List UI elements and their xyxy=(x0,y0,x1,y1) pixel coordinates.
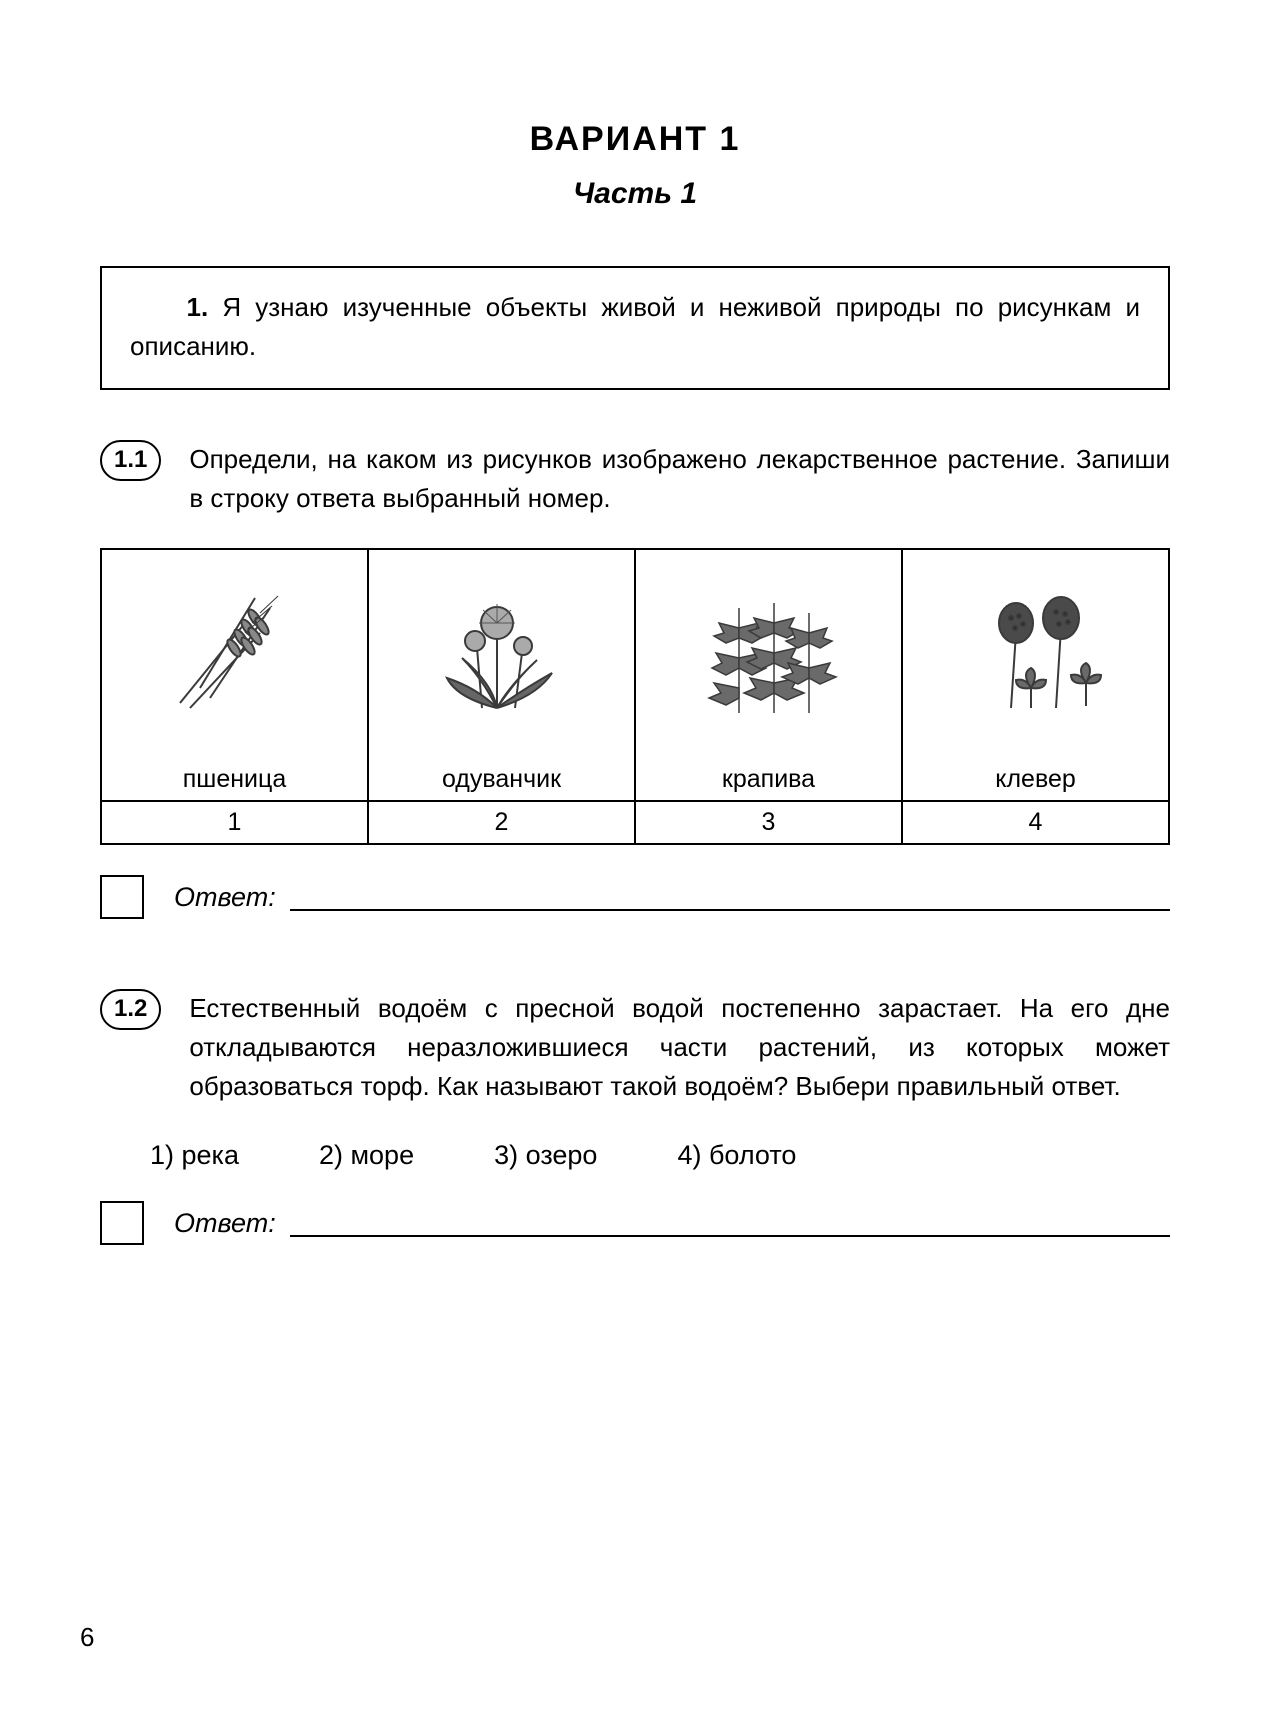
plant-cell-1 xyxy=(101,549,368,759)
answer-line[interactable] xyxy=(290,1210,1170,1237)
plant-cell-2 xyxy=(368,549,635,759)
question-1-1: 1.1 Определи, на каком из рисунков изобр… xyxy=(100,440,1170,518)
answer-line[interactable] xyxy=(290,884,1170,911)
plant-number: 1 xyxy=(101,801,368,844)
plant-cell-4 xyxy=(902,549,1169,759)
task-number: 1. xyxy=(187,292,209,322)
plants-table: пшеница одуванчик крапива клевер 1 2 3 4 xyxy=(100,548,1170,845)
answer-row-1-2: Ответ: xyxy=(100,1201,1170,1245)
question-1-2: 1.2 Естественный водоём с пресной водой … xyxy=(100,989,1170,1106)
option-1[interactable]: 1) река xyxy=(150,1140,239,1171)
question-text: Определи, на каком из рисунков изображен… xyxy=(189,440,1170,518)
answer-checkbox[interactable] xyxy=(100,875,144,919)
nettle-icon xyxy=(694,578,844,728)
task-description-box: 1. Я узнаю изученные объекты живой и неж… xyxy=(100,266,1170,390)
plant-number: 3 xyxy=(635,801,902,844)
clover-icon xyxy=(961,578,1111,728)
answer-row-1-1: Ответ: xyxy=(100,875,1170,919)
page-title: ВАРИАНТ 1 xyxy=(100,120,1170,159)
question-text: Естественный водоём с пресной водой пост… xyxy=(189,989,1170,1106)
plant-label: клевер xyxy=(902,759,1169,801)
question-badge: 1.1 xyxy=(100,440,161,481)
page-subtitle: Часть 1 xyxy=(100,177,1170,211)
plant-label: пшеница xyxy=(101,759,368,801)
answer-label: Ответ: xyxy=(174,1208,276,1239)
plant-number: 2 xyxy=(368,801,635,844)
option-4[interactable]: 4) болото xyxy=(677,1140,796,1171)
page-number: 6 xyxy=(80,1622,94,1653)
question-badge: 1.2 xyxy=(100,989,161,1030)
options-row: 1) река 2) море 3) озеро 4) болото xyxy=(150,1140,1170,1171)
plant-number: 4 xyxy=(902,801,1169,844)
answer-checkbox[interactable] xyxy=(100,1201,144,1245)
option-3[interactable]: 3) озеро xyxy=(494,1140,597,1171)
answer-label: Ответ: xyxy=(174,882,276,913)
plant-label: крапива xyxy=(635,759,902,801)
dandelion-icon xyxy=(427,578,577,728)
wheat-icon xyxy=(160,578,310,728)
plant-cell-3 xyxy=(635,549,902,759)
plant-label: одуванчик xyxy=(368,759,635,801)
option-2[interactable]: 2) море xyxy=(319,1140,414,1171)
task-text: Я узнаю изученные объекты живой и неживо… xyxy=(130,292,1140,361)
